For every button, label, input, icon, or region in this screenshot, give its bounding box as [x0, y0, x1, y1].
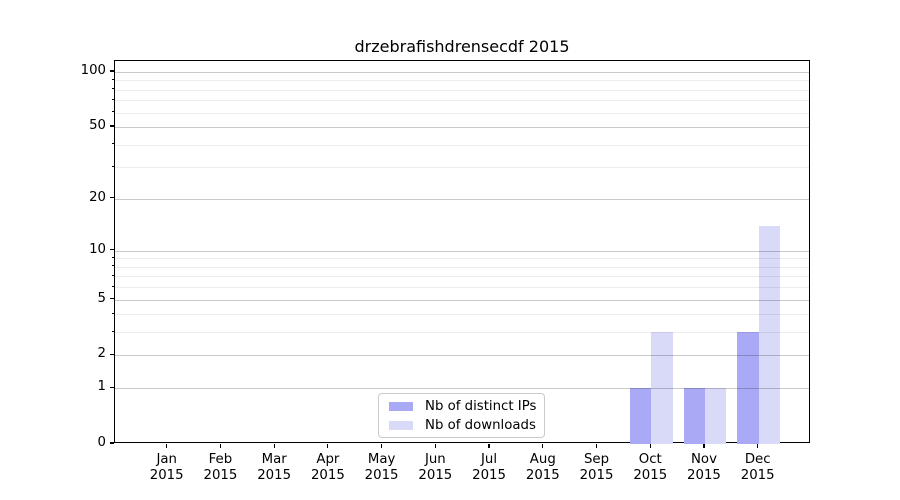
minor-gridline-y-7	[115, 276, 809, 278]
y-minor-tick-60	[112, 111, 114, 113]
bars-layer	[115, 61, 809, 444]
y-minor-tick-90	[112, 78, 114, 80]
y-minor-tick-4	[112, 312, 114, 314]
gridline-y-50	[115, 127, 809, 129]
x-tick-dec	[757, 444, 759, 448]
minor-gridline-y-70	[115, 100, 809, 102]
y-minor-tick-80	[112, 88, 114, 90]
y-tick-5	[110, 297, 114, 300]
x-tick-sep	[595, 444, 598, 448]
y-minor-tick-9	[112, 256, 114, 258]
x-tick-label-nov: Nov 2015	[687, 452, 721, 483]
y-tick-100	[110, 70, 114, 72]
legend-label-distinct-ips: Nb of distinct IPs	[425, 398, 537, 414]
x-tick-label-mar: Mar 2015	[257, 452, 292, 483]
x-tick-apr	[327, 444, 329, 448]
gridline-y-100	[115, 71, 809, 73]
minor-gridline-y-90	[115, 80, 809, 82]
bar-distinct-ips-nov-2015	[683, 388, 705, 444]
bar-distinct-ips-oct-2015	[629, 388, 652, 444]
legend-item-distinct-ips: Nb of distinct IPs	[379, 397, 544, 415]
y-tick-label-10: 10	[89, 241, 106, 257]
y-minor-tick-8	[112, 265, 114, 267]
legend-swatch-distinct-ips	[389, 401, 413, 411]
y-tick-label-20: 20	[89, 189, 106, 205]
minor-gridline-y-3	[115, 332, 809, 334]
bar-downloads-oct-2015	[651, 332, 673, 444]
y-tick-label-0: 0	[97, 435, 106, 450]
x-tick-label-jun: Jun 2015	[418, 452, 453, 483]
y-minor-tick-30	[112, 165, 114, 167]
x-tick-label-oct: Oct 2015	[633, 452, 668, 483]
plot-area	[114, 60, 810, 444]
legend-swatch-downloads	[389, 420, 413, 430]
y-tick-label-1: 1	[97, 379, 106, 395]
minor-gridline-y-9	[115, 258, 809, 260]
x-tick-label-jul: Jul 2015	[472, 452, 506, 483]
y-tick-label-2: 2	[97, 346, 106, 362]
x-tick-aug	[542, 444, 544, 448]
y-tick-0	[110, 442, 114, 444]
minor-gridline-y-40	[115, 144, 809, 146]
x-tick-mar	[273, 444, 275, 448]
x-tick-oct	[649, 444, 651, 448]
y-tick-label-50: 50	[89, 118, 106, 134]
bar-downloads-nov-2015	[704, 388, 727, 444]
x-tick-nov	[703, 444, 705, 448]
x-tick-label-sep: Sep 2015	[579, 452, 614, 483]
bar-distinct-ips-dec-2015	[737, 332, 759, 444]
x-tick-label-feb: Feb 2015	[203, 452, 238, 483]
x-tick-feb	[219, 444, 221, 448]
minor-gridline-y-4	[115, 314, 809, 316]
legend-item-downloads: Nb of downloads	[379, 416, 544, 434]
x-tick-may	[381, 444, 383, 448]
legend: Nb of distinct IPs Nb of downloads	[378, 393, 545, 438]
y-minor-tick-40	[112, 143, 114, 145]
minor-gridline-y-80	[115, 89, 809, 91]
gridline-y-10	[115, 250, 809, 252]
x-tick-jun	[434, 444, 436, 448]
x-tick-jan	[166, 444, 168, 448]
y-minor-tick-70	[112, 98, 114, 100]
minor-gridline-y-6	[115, 287, 809, 289]
minor-gridline-y-30	[115, 167, 809, 169]
x-tick-label-apr: Apr 2015	[310, 452, 345, 483]
x-tick-jul	[488, 444, 490, 448]
y-tick-label-5: 5	[97, 290, 106, 306]
gridline-y-5	[115, 299, 809, 301]
y-tick-2	[110, 353, 114, 356]
x-tick-label-dec: Dec 2015	[740, 452, 775, 483]
grid-layer	[115, 61, 809, 442]
minor-gridline-y-60	[115, 112, 809, 114]
y-tick-50	[110, 125, 114, 127]
y-tick-20	[110, 196, 114, 199]
legend-label-downloads: Nb of downloads	[425, 417, 536, 433]
gridline-y-20	[115, 198, 809, 200]
x-tick-label-may: May 2015	[364, 452, 399, 483]
gridline-y-2	[115, 355, 809, 357]
gridline-y-1	[115, 388, 809, 390]
y-minor-tick-3	[112, 330, 114, 332]
x-tick-label-aug: Aug 2015	[525, 452, 560, 483]
x-tick-label-jan: Jan 2015	[149, 452, 184, 483]
y-tick-1	[110, 386, 114, 388]
y-tick-10	[110, 249, 114, 251]
y-minor-tick-6	[112, 285, 114, 287]
y-minor-tick-7	[112, 274, 114, 276]
bar-downloads-dec-2015	[758, 225, 780, 444]
chart-title: drzebrafishdrensecdf 2015	[354, 37, 570, 56]
y-tick-label-100: 100	[80, 62, 106, 78]
minor-gridline-y-8	[115, 266, 809, 268]
